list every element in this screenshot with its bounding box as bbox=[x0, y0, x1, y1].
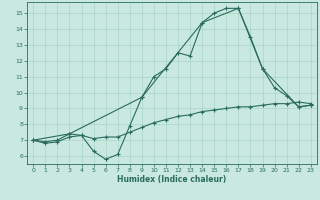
X-axis label: Humidex (Indice chaleur): Humidex (Indice chaleur) bbox=[117, 175, 227, 184]
